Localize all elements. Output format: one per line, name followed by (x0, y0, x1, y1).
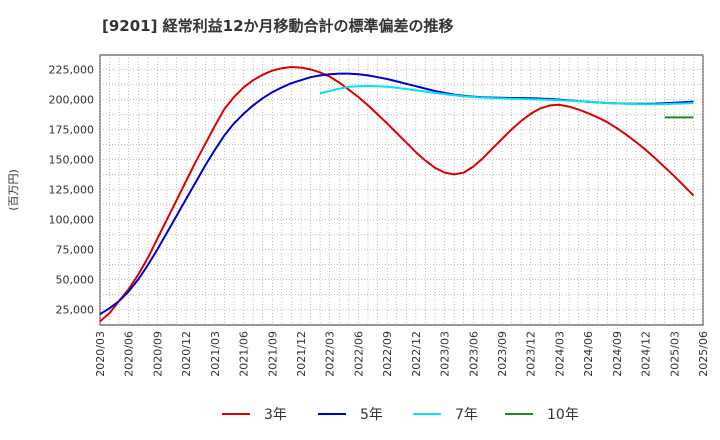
x-tick-label: 2022/06 (352, 331, 365, 377)
x-tick-label: 2021/09 (266, 331, 279, 377)
grid-lines (99, 55, 704, 325)
x-tick-label: 2023/09 (496, 331, 509, 377)
x-tick-label: 2023/12 (525, 331, 538, 377)
x-tick-label: 2024/09 (611, 331, 624, 377)
legend-label: 10年 (547, 407, 579, 423)
y-tick-label: 150,000 (49, 153, 95, 166)
legend-label: 3年 (264, 407, 287, 423)
x-tick-label: 2021/12 (295, 331, 308, 377)
y-tick-label: 50,000 (56, 273, 95, 286)
chart-title: [9201] 経常利益12か月移動合計の標準偏差の推移 (102, 17, 454, 35)
legend-label: 5年 (360, 407, 383, 423)
y-tick-label: 175,000 (49, 123, 95, 136)
y-tick-label: 100,000 (49, 213, 95, 226)
series-line-3年 (99, 66, 695, 323)
y-axis: 25,000 50,000 75,000 100,000 125,000 150,000 1… (49, 63, 95, 316)
x-tick-label: 2023/06 (467, 331, 480, 377)
y-tick-label: 75,000 (56, 243, 95, 256)
x-tick-label: 2022/03 (324, 331, 337, 377)
x-tick-label: 2023/03 (439, 331, 452, 377)
x-tick-label: 2021/03 (209, 331, 222, 377)
y-tick-label: 25,000 (56, 303, 95, 316)
y-tick-label: 125,000 (49, 183, 95, 196)
x-tick-label: 2025/06 (697, 331, 710, 377)
legend-label: 7年 (455, 407, 478, 423)
x-tick-label: 2020/09 (151, 331, 164, 377)
series-line-7年 (319, 85, 694, 106)
x-tick-label: 2020/03 (94, 331, 107, 377)
x-tick-label: 2020/06 (123, 331, 136, 377)
x-tick-label: 2025/03 (668, 331, 681, 377)
x-tick-label: 2021/06 (238, 331, 251, 377)
x-tick-label: 2024/12 (640, 331, 653, 377)
x-tick-label: 2022/09 (381, 331, 394, 377)
y-tick-label: 200,000 (49, 93, 95, 106)
x-tick-label: 2024/03 (553, 331, 566, 377)
y-tick-label: 225,000 (49, 63, 95, 76)
legend: 3年 5年 7年 10年 (222, 407, 579, 423)
x-tick-label: 2022/12 (410, 331, 423, 377)
x-axis: 2020/03 2020/06 2020/09 2020/12 2021/03 2021/… (94, 331, 710, 377)
x-tick-label: 2024/06 (582, 331, 595, 377)
series-lines (99, 66, 695, 323)
y-axis-label: (百万円) (7, 169, 20, 211)
x-tick-label: 2020/12 (180, 331, 193, 377)
